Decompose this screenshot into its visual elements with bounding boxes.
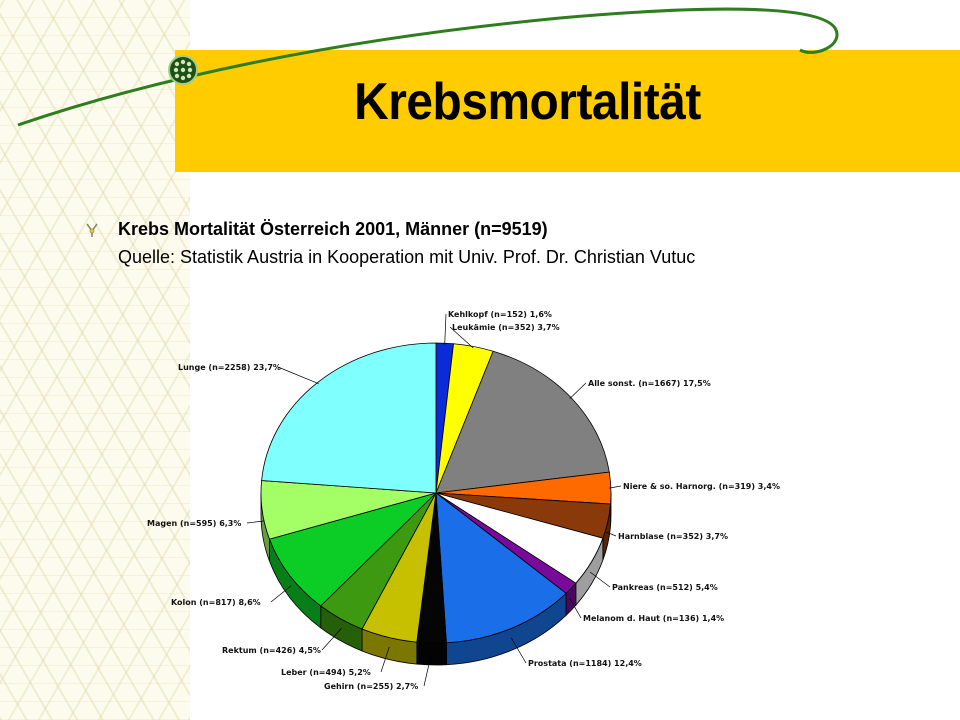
slice-label: Lunge (n=2258) 23,7% [178, 363, 281, 372]
pie-slice [435, 492, 567, 644]
slice-label: Kolon (n=817) 8,6% [171, 598, 261, 607]
leader-line [569, 598, 582, 619]
leader-line [449, 326, 474, 349]
slice-label: Pankreas (n=512) 5,4% [612, 583, 718, 592]
leader-line [380, 646, 390, 673]
slice-label: Leukämie (n=352) 3,7% [452, 323, 560, 332]
bullet-icon [86, 223, 98, 237]
slice-label: Prostata (n=1184) 12,4% [528, 659, 642, 668]
leader-line [609, 485, 622, 489]
chart-subtitle: Krebs Mortalität Österreich 2001, Männer… [118, 219, 548, 239]
slice-label: Harnblase (n=352) 3,7% [618, 532, 728, 541]
slice-label: Leber (n=494) 5,2% [281, 668, 371, 677]
leader-line [246, 520, 264, 524]
leader-line [423, 652, 432, 687]
slide-title: Krebsmortalität [354, 73, 701, 131]
leader-line [270, 585, 292, 603]
leader-line [444, 313, 447, 345]
leader-line [510, 637, 527, 664]
slice-label: Rektum (n=426) 4,5% [222, 646, 321, 655]
slice-label: Niere & so. Harnorg. (n=319) 3,4% [623, 482, 780, 491]
slice-label: Kehlkopf (n=152) 1,6% [448, 310, 552, 319]
pie-slice [261, 342, 437, 494]
leader-line [321, 628, 342, 651]
chart-source: Quelle: Statistik Austria in Kooperation… [118, 247, 696, 267]
leader-line [277, 366, 319, 385]
slice-label: Magen (n=595) 6,3% [147, 519, 241, 528]
title-banner [175, 50, 960, 172]
pie-slice [268, 492, 437, 607]
leader-line [589, 571, 611, 588]
slice-label: Melanom d. Haut (n=136) 1,4% [583, 614, 724, 623]
leader-line [569, 382, 587, 399]
slice-label: Alle sonst. (n=1667) 17,5% [588, 379, 711, 388]
leader-line [606, 531, 617, 537]
slice-label: Gehirn (n=255) 2,7% [324, 682, 418, 691]
